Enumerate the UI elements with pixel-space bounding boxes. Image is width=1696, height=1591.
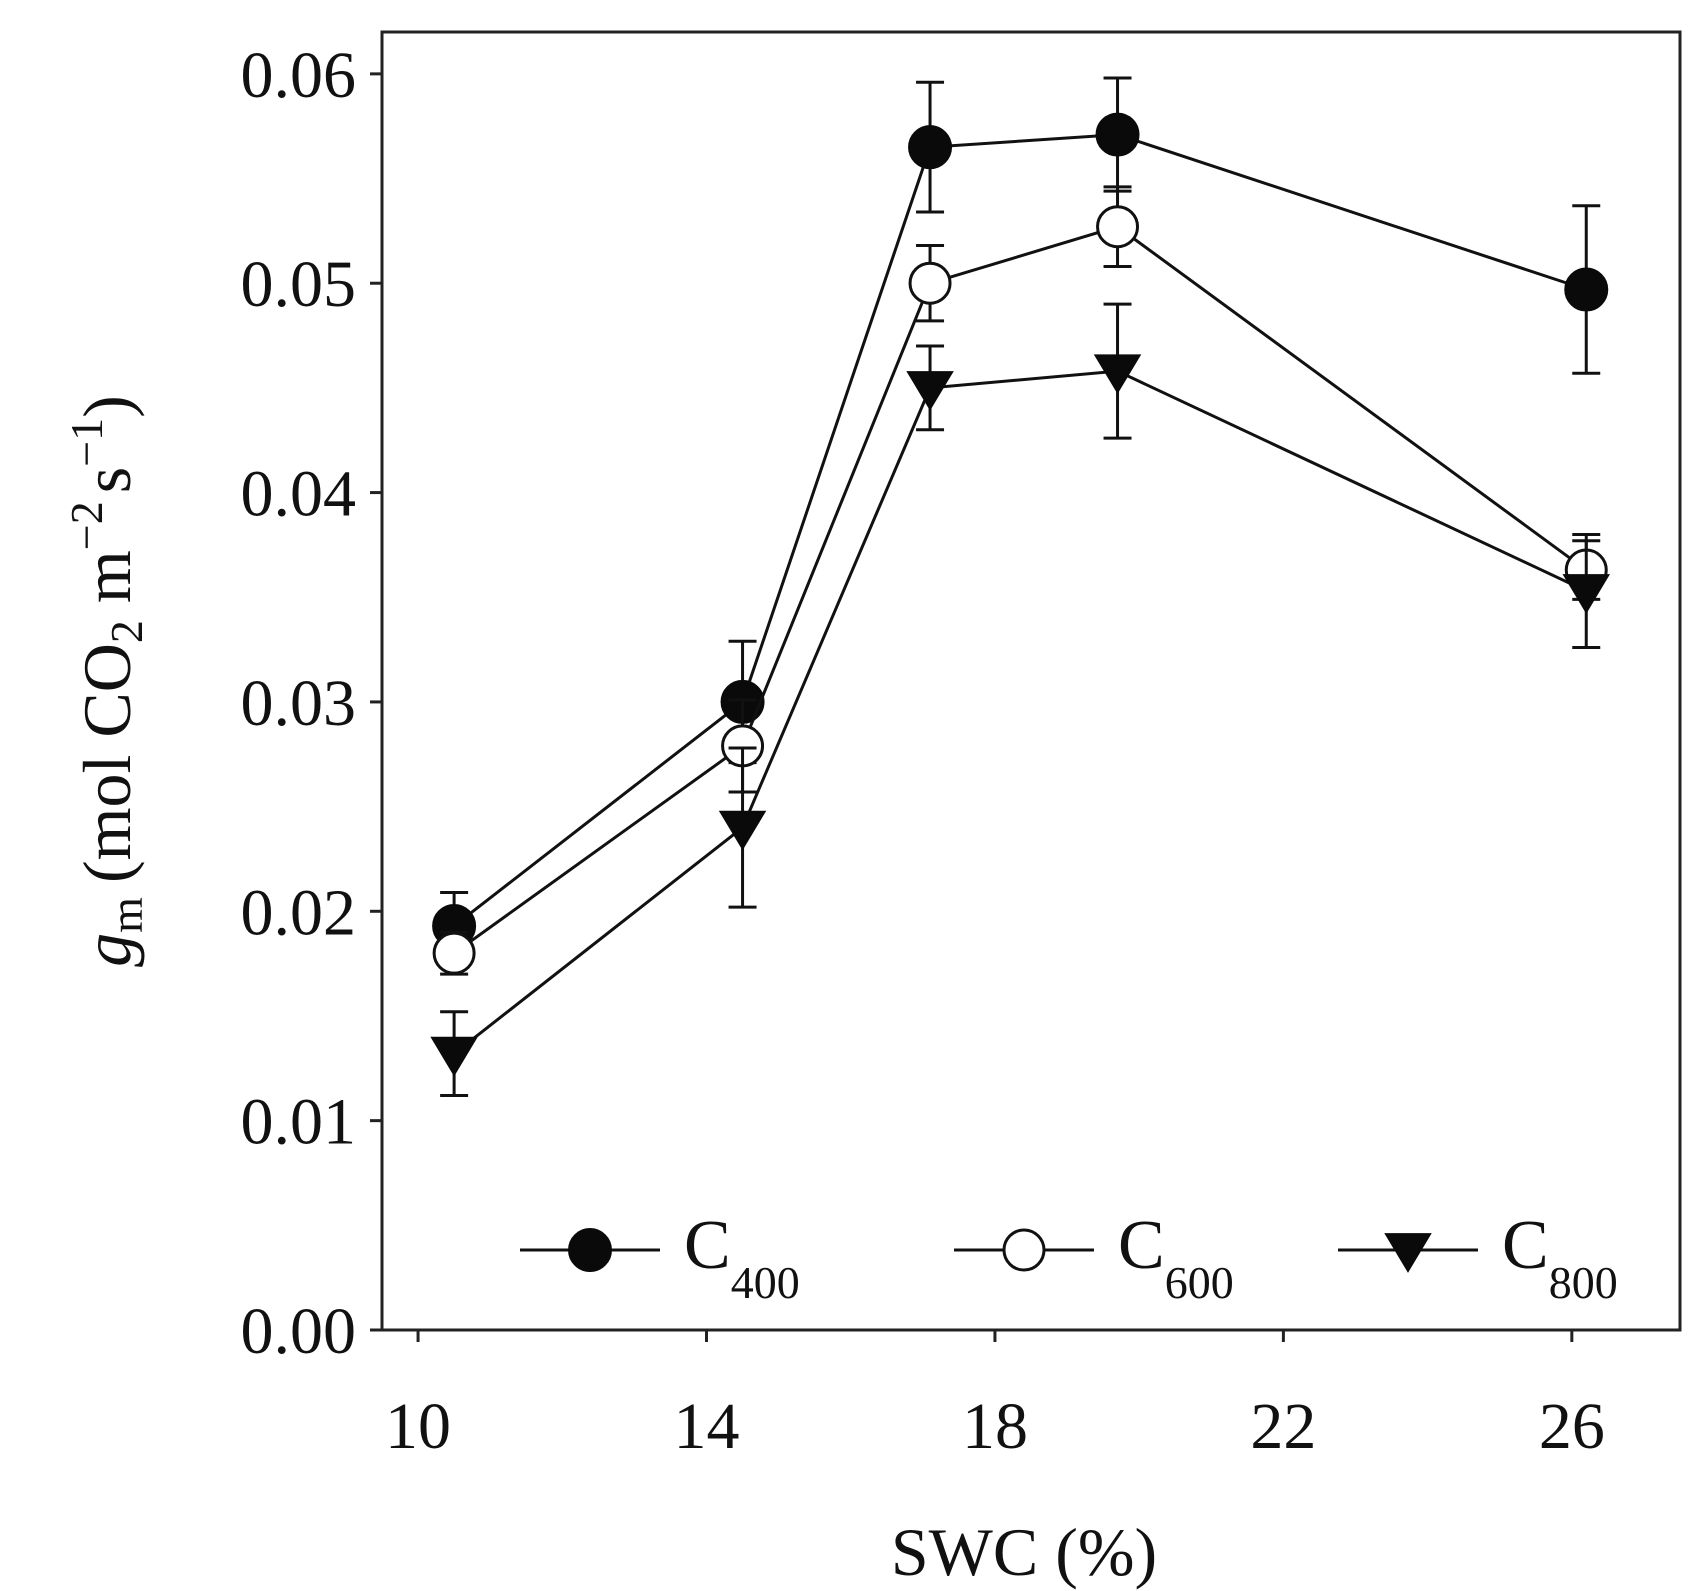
y-axis-title: gm(mol CO2 m−2s−1) <box>61 395 152 967</box>
y-axis: 0.00 0.01 0.02 0.03 0.04 0.05 0.06 <box>241 39 382 1368</box>
y-axis-title-m: m <box>69 550 145 620</box>
y-axis-title-s-exp: −1 <box>61 418 112 467</box>
legend-label-main: C <box>684 1207 731 1284</box>
y-axis-title-close: ) <box>69 395 145 418</box>
data-point <box>908 261 952 305</box>
x-axis: 10 14 18 22 26 <box>385 1330 1605 1463</box>
legend-item-C800: C800 <box>1338 1207 1618 1308</box>
legend-item-C400: C400 <box>520 1207 800 1308</box>
y-tick-label: 0.05 <box>241 248 357 321</box>
x-tick-label: 26 <box>1539 1390 1605 1463</box>
y-axis-title-symbol-sub: m <box>101 897 152 933</box>
y-axis-title-open: (mol CO <box>69 643 145 883</box>
data-point <box>718 810 767 851</box>
series-C800 <box>430 302 1611 1098</box>
x-tick-label: 22 <box>1250 1390 1316 1463</box>
series-layer <box>430 76 1611 1098</box>
data-point <box>1564 267 1609 312</box>
y-tick-label: 0.06 <box>241 39 357 112</box>
data-point <box>908 125 953 170</box>
data-point <box>1095 112 1140 157</box>
data-point <box>1093 354 1142 395</box>
series-line <box>453 133 1587 928</box>
plot-frame <box>380 30 1682 1332</box>
data-point <box>432 931 476 975</box>
legend-marker <box>1002 1228 1046 1272</box>
data-point <box>1562 574 1611 614</box>
y-tick-label: 0.04 <box>241 458 357 531</box>
series-line <box>453 225 1588 955</box>
legend-label: C800 <box>1502 1207 1618 1308</box>
series-C600 <box>432 185 1608 976</box>
y-axis-title-m-exp: −2 <box>61 501 112 550</box>
legend-item-C600: C600 <box>954 1207 1234 1308</box>
y-tick-label: 0.02 <box>241 876 357 949</box>
data-point <box>1096 205 1140 249</box>
y-tick-label: 0.00 <box>241 1295 357 1368</box>
legend-label-sub: 600 <box>1165 1257 1234 1308</box>
y-axis-title-s: s <box>69 467 145 493</box>
legend-label-sub: 400 <box>731 1257 800 1308</box>
legend-label: C600 <box>1118 1207 1234 1308</box>
x-tick-label: 10 <box>385 1390 451 1463</box>
y-axis-title-co2-sub: 2 <box>101 620 152 643</box>
legend-label-sub: 800 <box>1549 1257 1618 1308</box>
x-tick-label: 18 <box>962 1390 1028 1463</box>
y-axis-title-symbol: g <box>69 933 145 967</box>
y-tick-label: 0.03 <box>241 667 357 740</box>
y-tick-label: 0.01 <box>241 1086 357 1159</box>
x-tick-label: 14 <box>674 1390 740 1463</box>
legend-label-main: C <box>1118 1207 1165 1284</box>
legend-marker <box>568 1228 612 1272</box>
legend-marker <box>1384 1233 1432 1273</box>
x-axis-title: SWC (%) <box>891 1514 1157 1590</box>
legend-label-main: C <box>1502 1207 1549 1284</box>
data-point <box>430 1036 478 1077</box>
legend-label: C400 <box>684 1207 800 1308</box>
series-line <box>453 369 1587 1055</box>
data-point <box>906 371 954 411</box>
legend: C400 C600 C800 <box>520 1207 1618 1308</box>
